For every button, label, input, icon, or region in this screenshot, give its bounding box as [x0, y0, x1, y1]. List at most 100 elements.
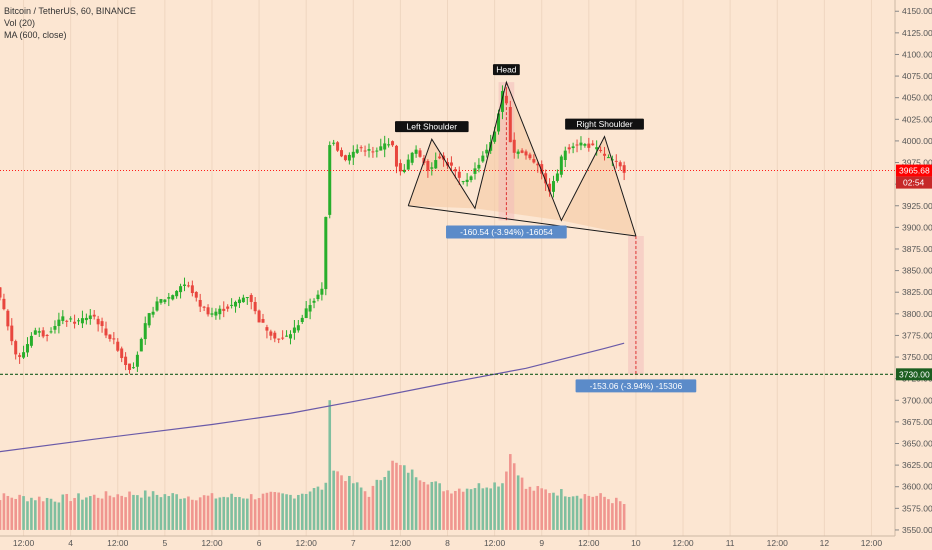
- volume-bar: [516, 475, 520, 530]
- volume-bar: [560, 489, 563, 530]
- candle-body: [18, 355, 22, 357]
- volume-bar: [446, 490, 449, 530]
- volume-bar: [450, 493, 453, 530]
- countdown-label: 02:54: [903, 178, 925, 188]
- volume-bar: [179, 498, 182, 530]
- candle-body: [273, 332, 277, 339]
- y-tick-label: 3650.00: [902, 438, 932, 448]
- candle-body: [285, 335, 289, 337]
- volume-bar: [469, 489, 473, 530]
- volume-bar: [567, 496, 571, 530]
- volume-bar: [505, 471, 508, 530]
- candle-body: [269, 331, 273, 336]
- pattern-label-box: [492, 64, 520, 76]
- y-tick-label: 3775.00: [902, 330, 932, 340]
- volume-bar: [536, 486, 540, 530]
- x-tick-label: 12:00: [107, 538, 129, 548]
- volume-bar: [45, 497, 49, 530]
- x-tick-label: 12:00: [390, 538, 412, 548]
- volume-bar: [136, 495, 139, 530]
- candle-body: [230, 304, 234, 306]
- y-tick-label: 3550.00: [902, 525, 932, 535]
- y-tick-label: 4150.00: [902, 6, 932, 16]
- volume-bar: [49, 498, 53, 530]
- volume-bar: [242, 498, 245, 530]
- candle-body: [387, 144, 391, 146]
- candle-body: [281, 337, 285, 339]
- volume-bar: [289, 494, 292, 530]
- candle-body: [128, 363, 132, 370]
- candle-body: [347, 154, 351, 161]
- volume-bar: [6, 495, 10, 530]
- legend-symbol[interactable]: Bitcoin / TetherUS, 60, BINANCE: [4, 6, 136, 16]
- volume-bar: [304, 493, 308, 530]
- pattern-label-box: [565, 118, 644, 130]
- y-tick-label: 3825.00: [902, 287, 932, 297]
- volume-bar: [340, 475, 343, 530]
- candle-body: [363, 150, 367, 152]
- candle-body: [414, 149, 418, 154]
- volume-bar: [473, 488, 477, 530]
- volume-bar: [253, 499, 257, 530]
- volume-bar: [509, 454, 512, 530]
- current-price-box: [896, 164, 932, 177]
- candle-body: [14, 341, 18, 355]
- candle-body: [249, 295, 253, 302]
- candle-body: [473, 168, 477, 174]
- candle-body: [96, 318, 100, 325]
- volume-bar: [34, 500, 37, 530]
- candle-body: [198, 299, 202, 307]
- candle-body: [559, 156, 563, 175]
- candle-body: [555, 173, 559, 181]
- volume-bar: [442, 491, 445, 530]
- candle-body: [182, 284, 186, 286]
- candle-body: [80, 318, 84, 324]
- y-tick-label: 3750.00: [902, 352, 932, 362]
- candle-body: [167, 297, 171, 299]
- candle-body: [599, 149, 603, 151]
- volume-bar: [556, 495, 559, 530]
- candle-body: [324, 216, 328, 290]
- legend-ma[interactable]: MA (600, close): [4, 30, 67, 40]
- volume-bar: [269, 491, 273, 530]
- volume-bar: [261, 493, 265, 530]
- volume-bar: [202, 495, 206, 530]
- volume-bar: [399, 465, 402, 530]
- candle-body: [551, 181, 555, 192]
- volume-bar: [367, 496, 371, 530]
- candle-body: [614, 160, 618, 162]
- candle-body: [143, 323, 147, 340]
- x-tick-label: 12: [820, 538, 830, 548]
- candle-body: [328, 145, 332, 215]
- volume-bar: [226, 497, 229, 530]
- legend-volume[interactable]: Vol (20): [4, 18, 36, 28]
- candle-body: [603, 153, 607, 156]
- candle-body: [449, 162, 453, 166]
- volume-bar: [151, 491, 155, 530]
- volume-bar: [383, 477, 386, 530]
- volume-bar: [489, 488, 492, 530]
- candle-body: [567, 147, 571, 150]
- volume-bar: [403, 465, 406, 530]
- candle-body: [292, 327, 296, 333]
- volume-bar: [230, 493, 233, 530]
- y-tick-label: 3675.00: [902, 417, 932, 427]
- candle-body: [131, 367, 135, 369]
- candle-body: [171, 295, 175, 300]
- candle-body: [100, 321, 104, 327]
- candle-body: [343, 155, 347, 161]
- candle-body: [218, 308, 222, 315]
- candle-body: [457, 171, 461, 178]
- x-tick-label: 12:00: [484, 538, 506, 548]
- volume-bar: [410, 469, 414, 530]
- volume-bar: [387, 470, 390, 530]
- x-tick-label: 8: [445, 538, 450, 548]
- y-tick-label: 3600.00: [902, 482, 932, 492]
- candle-body: [398, 163, 402, 172]
- y-tick-label: 3850.00: [902, 266, 932, 276]
- candle-body: [591, 143, 595, 146]
- candle-body: [41, 330, 45, 337]
- volume-bar: [285, 494, 288, 530]
